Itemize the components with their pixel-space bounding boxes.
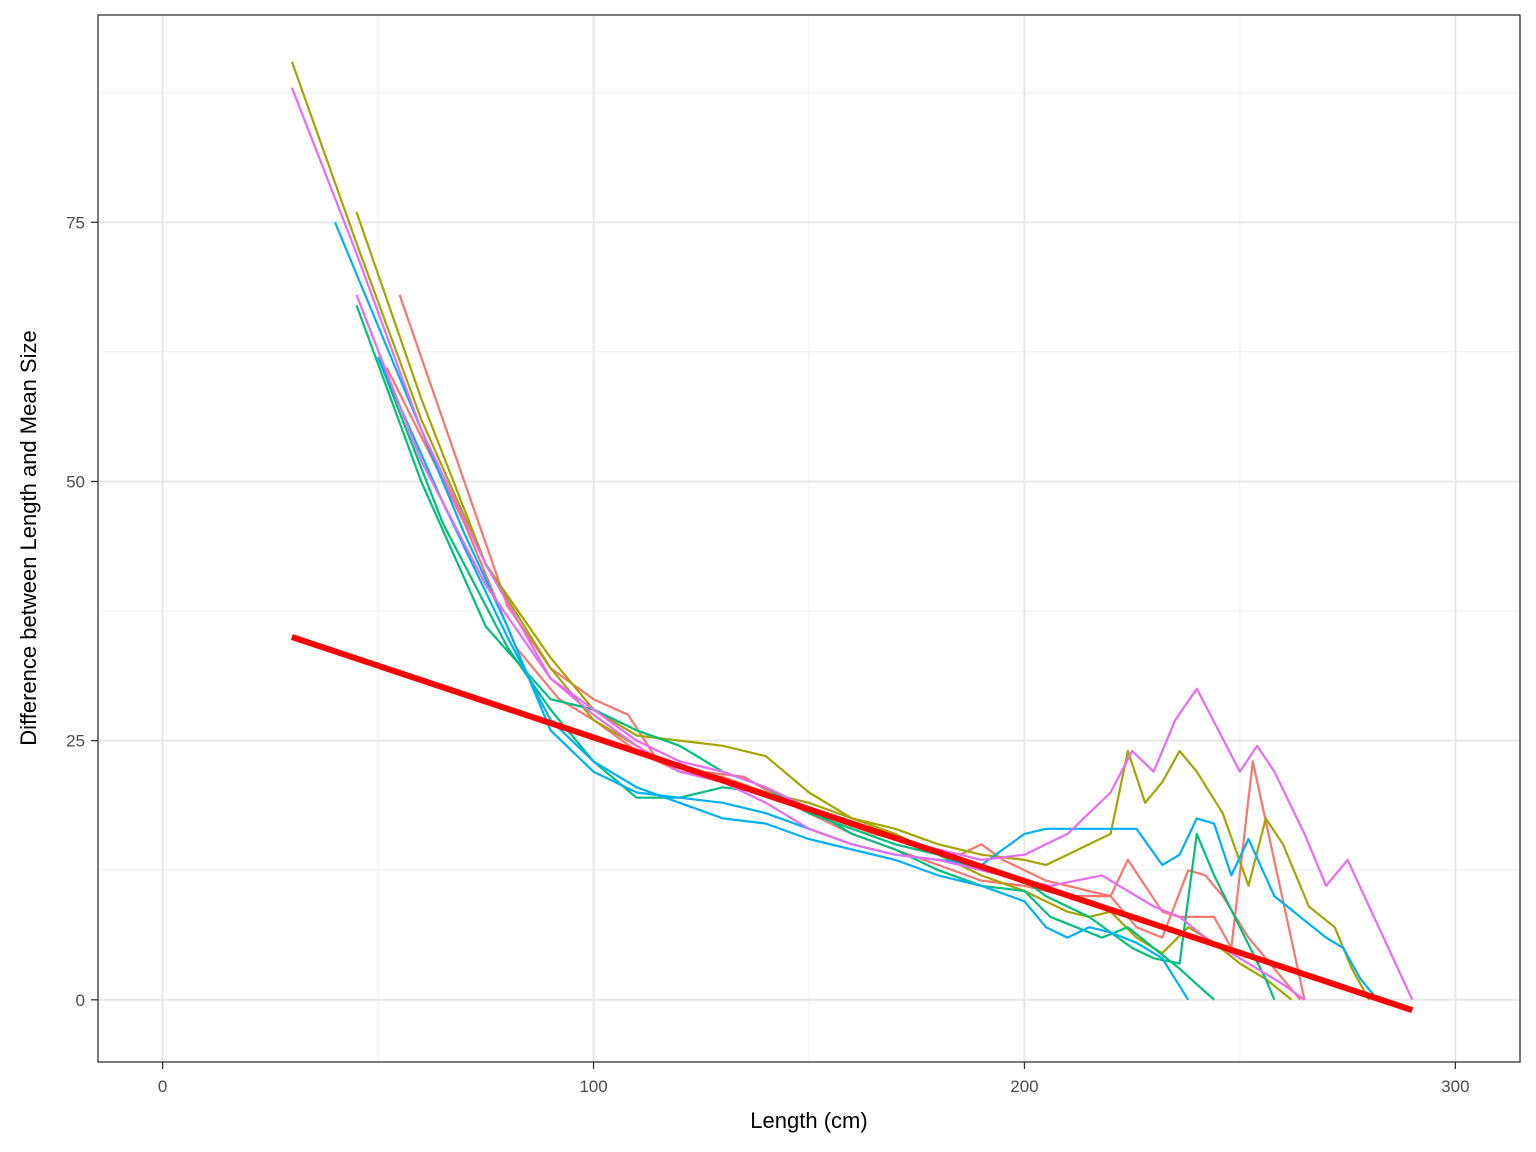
grid-minor (98, 15, 1520, 1062)
x-tick-label: 100 (579, 1077, 607, 1096)
axis-ticks (91, 221, 1457, 1069)
x-tick-label: 0 (158, 1077, 167, 1096)
grid-major (98, 15, 1520, 1062)
series-line-3 (290, 61, 1371, 1001)
y-tick-label: 50 (66, 472, 85, 491)
x-axis-title: Length (cm) (750, 1108, 867, 1133)
axis-tick-labels: 0 100 200 300 0 25 50 75 (66, 213, 1469, 1096)
series-line-6 (377, 356, 1215, 1001)
y-tick-label: 25 (66, 732, 85, 751)
y-tick-label: 0 (76, 991, 85, 1010)
series-line-8 (377, 356, 1190, 1001)
x-tick-label: 200 (1010, 1077, 1038, 1096)
series-line-10 (355, 294, 1306, 1001)
plot-border (97, 14, 1521, 1063)
y-tick-label: 75 (66, 213, 85, 232)
x-tick-label: 300 (1441, 1077, 1469, 1096)
y-axis-title: Difference between Length and Mean Size (16, 330, 41, 745)
series-line-1 (398, 294, 1306, 1001)
series-line-7 (333, 221, 1379, 1001)
trend-line (290, 634, 1414, 1014)
series-line-9 (290, 87, 1414, 1001)
trend-layer (290, 634, 1414, 1014)
